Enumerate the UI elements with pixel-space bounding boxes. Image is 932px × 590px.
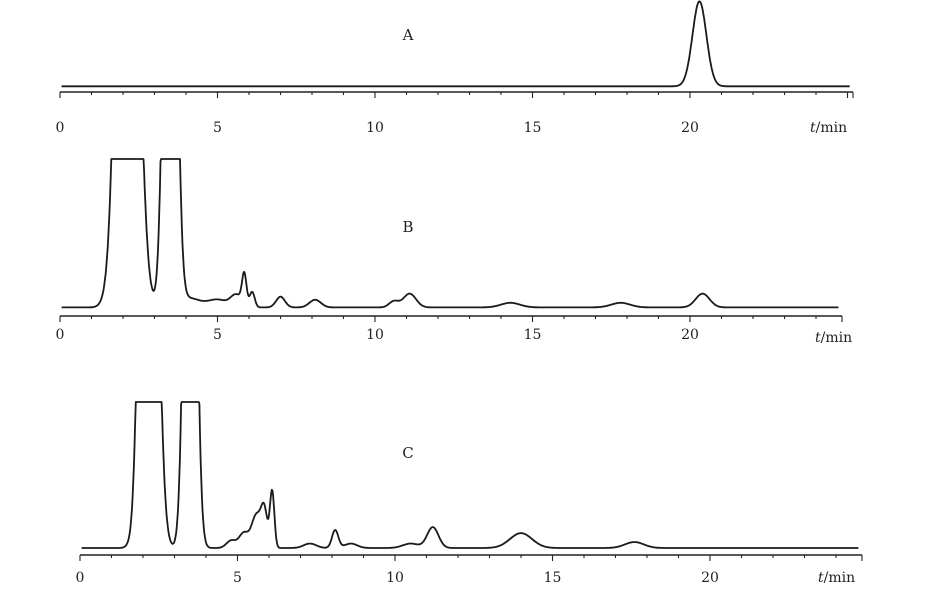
x-tick-label: 10 (386, 570, 404, 586)
panel-label: A (402, 26, 414, 44)
x-tick-label: 20 (701, 570, 719, 586)
x-tick-label: 5 (233, 570, 242, 586)
x-axis-variable: t (810, 120, 816, 136)
x-tick-label: 0 (56, 327, 65, 343)
x-axis-variable: t (818, 570, 824, 586)
x-axis-unit: /min (816, 120, 848, 136)
x-tick-label: 15 (524, 327, 542, 343)
x-axis-variable: t (815, 330, 821, 346)
chromatogram-trace (61, 0, 850, 88)
x-tick-label: 15 (544, 570, 562, 586)
x-tick-label: 15 (524, 120, 542, 136)
panel-label: C (402, 444, 413, 462)
x-axis-unit: /min (824, 570, 856, 586)
x-tick-label: 10 (366, 120, 384, 136)
x-tick-label: 5 (213, 120, 222, 136)
x-axis-label: t/min (815, 330, 852, 346)
x-tick-label: 20 (681, 327, 699, 343)
x-axis-unit: /min (821, 330, 853, 346)
x-tick-label: 5 (213, 327, 222, 343)
chromatogram-panel-C: 0 5 10 15 20 t/min C (76, 401, 863, 586)
x-tick-label: 10 (366, 327, 384, 343)
chromatogram-panel-B: 0 5 10 15 20 t/min B (56, 158, 852, 346)
x-tick-label: 0 (56, 120, 65, 136)
x-tick-label: 20 (681, 120, 699, 136)
chromatogram-trace (61, 158, 839, 309)
chromatogram-trace (81, 401, 859, 549)
panel-label: B (402, 218, 413, 236)
x-tick-label: 0 (76, 570, 85, 586)
x-axis-label: t/min (810, 120, 847, 136)
x-axis-label: t/min (818, 570, 855, 586)
chromatogram-panel-A: 0 5 10 15 20 t/min A (56, 0, 854, 136)
